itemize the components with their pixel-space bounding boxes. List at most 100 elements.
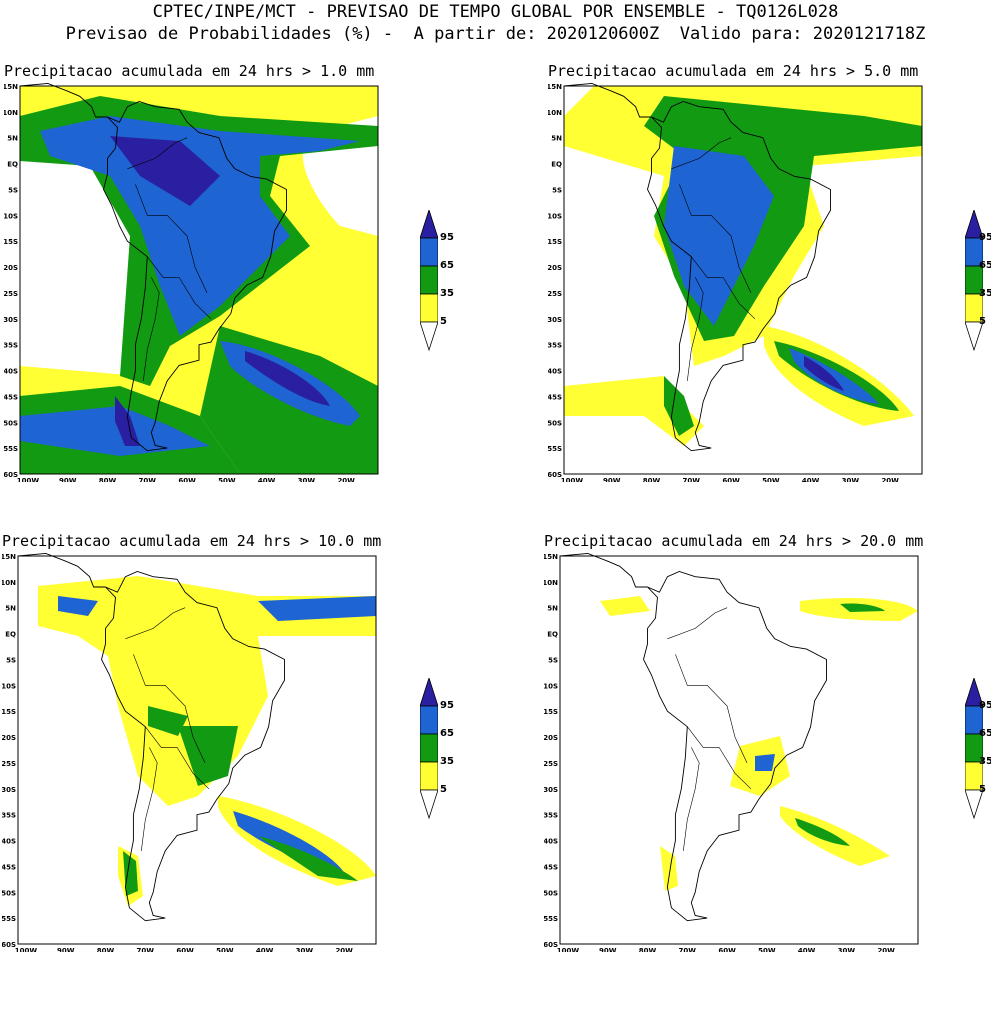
- colorbar-label: 65: [979, 728, 991, 739]
- lat-tick-label: 60S: [2, 941, 16, 949]
- lat-tick-label: 30S: [4, 316, 18, 324]
- country-border: [143, 277, 160, 381]
- lon-tick-label: 80W: [639, 947, 657, 952]
- panel-precip-10mm: Precipitacao acumulada em 24 hrs > 10.0 …: [2, 532, 462, 1012]
- colorbar-swatches: [964, 676, 984, 820]
- lat-tick-label: 20S: [2, 734, 16, 742]
- lat-tick-label: 50S: [2, 889, 16, 897]
- lon-tick-label: 60W: [176, 947, 194, 952]
- panel-title: Precipitacao acumulada em 24 hrs > 10.0 …: [2, 532, 382, 550]
- south-america-coastline: [643, 571, 827, 922]
- map-frame: [19, 85, 379, 475]
- lat-tick-label: 10S: [548, 212, 562, 220]
- lat-tick-label: 15S: [544, 708, 558, 716]
- probability-map: 15N 10N 5N EQ 5S 10S 15S 20S 25S 30S 35S 40S 45S 50S 5…: [4, 82, 379, 482]
- country-border: [691, 256, 756, 320]
- map-axes: 15N 10N 5N EQ 5S 10S 15S 20S 25S 30S 35S 40S 45S 50S 5…: [544, 553, 895, 952]
- lon-tick-label: 20W: [335, 947, 353, 952]
- lat-tick-label: EQ: [5, 631, 16, 639]
- lat-tick-label: 45S: [548, 393, 562, 401]
- panel-title: Precipitacao acumulada em 24 hrs > 5.0 m…: [548, 62, 919, 80]
- colorbar-label: 95: [440, 232, 454, 243]
- country-border: [679, 184, 752, 294]
- lat-tick-label: 40S: [548, 368, 562, 376]
- lon-tick-label: 40W: [256, 947, 274, 952]
- colorbar: 95 65 35 5: [964, 676, 991, 824]
- lon-tick-label: 50W: [216, 947, 234, 952]
- colorbar-swatches: [964, 208, 984, 352]
- lon-tick-label: 50W: [762, 477, 780, 482]
- map-axes: 15N 10N 5N EQ 5S 10S 15S 20S 25S 30S 35S 40S 45S 50S 5…: [4, 83, 355, 482]
- colorbar-label: 35: [440, 756, 454, 767]
- panel-precip-1mm: Precipitacao acumulada em 24 hrs > 1.0 m…: [4, 62, 464, 542]
- lat-tick-label: 15N: [544, 553, 558, 561]
- lat-tick-label: 25S: [4, 290, 18, 298]
- map-frame: [559, 555, 919, 945]
- map-frame: [17, 555, 377, 945]
- lat-tick-label: 35S: [544, 812, 558, 820]
- colorbar-swatches: [419, 208, 439, 352]
- lon-tick-label: 70W: [139, 477, 157, 482]
- lat-tick-label: 5N: [7, 135, 18, 143]
- colorbar-label: 65: [979, 260, 991, 271]
- lat-tick-label: EQ: [551, 161, 562, 169]
- lon-tick-label: 80W: [643, 477, 661, 482]
- lat-tick-label: 35S: [4, 342, 18, 350]
- lat-tick-label: 35S: [548, 342, 562, 350]
- panel-precip-5mm: Precipitacao acumulada em 24 hrs > 5.0 m…: [548, 62, 991, 542]
- lon-tick-label: 100W: [15, 947, 38, 952]
- lon-tick-label: 70W: [137, 947, 155, 952]
- lat-tick-label: 60S: [548, 471, 562, 479]
- colorbar: 95 65 35 5: [964, 208, 991, 356]
- lon-tick-label: 40W: [258, 477, 276, 482]
- colorbar-swatches: [419, 676, 439, 820]
- lat-tick-label: EQ: [7, 161, 18, 169]
- lat-tick-label: 20S: [548, 264, 562, 272]
- lat-tick-label: 25S: [544, 760, 558, 768]
- lat-tick-label: 30S: [544, 786, 558, 794]
- colorbar-label: 5: [979, 784, 986, 795]
- colorbar-label: 35: [440, 288, 454, 299]
- central-america-coastline: [559, 552, 648, 588]
- lon-tick-label: 90W: [599, 947, 617, 952]
- colorbar-label: 95: [979, 232, 991, 243]
- probability-map: 15N 10N 5N EQ 5S 10S 15S 20S 25S 30S 35S 40S 45S 50S 5…: [2, 552, 377, 952]
- lat-tick-label: 25S: [548, 290, 562, 298]
- south-america-coastline: [101, 571, 285, 922]
- lat-tick-label: 55S: [4, 445, 18, 453]
- country-border: [125, 607, 186, 640]
- lon-tick-label: 50W: [758, 947, 776, 952]
- lon-tick-label: 30W: [296, 947, 314, 952]
- lat-tick-label: 5S: [552, 186, 562, 194]
- lat-tick-label: 20S: [544, 734, 558, 742]
- lon-tick-label: 30W: [842, 477, 860, 482]
- lon-tick-label: 100W: [17, 477, 40, 482]
- country-border: [127, 137, 188, 170]
- country-border: [671, 137, 732, 170]
- lon-tick-label: 60W: [718, 947, 736, 952]
- panel-title: Precipitacao acumulada em 24 hrs > 20.0 …: [544, 532, 924, 550]
- lat-tick-label: 15S: [2, 708, 16, 716]
- lat-tick-label: 5S: [6, 656, 16, 664]
- country-border: [141, 747, 158, 851]
- colorbar-label: 5: [440, 316, 447, 327]
- central-america-coastline: [563, 82, 652, 118]
- lon-tick-label: 80W: [97, 947, 115, 952]
- panel-precip-20mm: Precipitacao acumulada em 24 hrs > 20.0 …: [544, 532, 991, 1012]
- lon-tick-label: 70W: [679, 947, 697, 952]
- country-border: [133, 654, 206, 764]
- lat-tick-label: 55S: [548, 445, 562, 453]
- lat-tick-label: 10N: [548, 109, 562, 117]
- lat-tick-label: 10N: [2, 579, 16, 587]
- lon-tick-label: 30W: [298, 477, 316, 482]
- lat-tick-label: 15S: [4, 238, 18, 246]
- lat-tick-label: 10S: [544, 682, 558, 690]
- lat-tick-label: 10N: [4, 109, 18, 117]
- lat-tick-label: 60S: [544, 941, 558, 949]
- lon-tick-label: 70W: [683, 477, 701, 482]
- lat-tick-label: 15N: [4, 83, 18, 91]
- lat-tick-label: 5N: [551, 135, 562, 143]
- central-america-coastline: [17, 552, 106, 588]
- lat-tick-label: 10N: [544, 579, 558, 587]
- lat-tick-label: 60S: [4, 471, 18, 479]
